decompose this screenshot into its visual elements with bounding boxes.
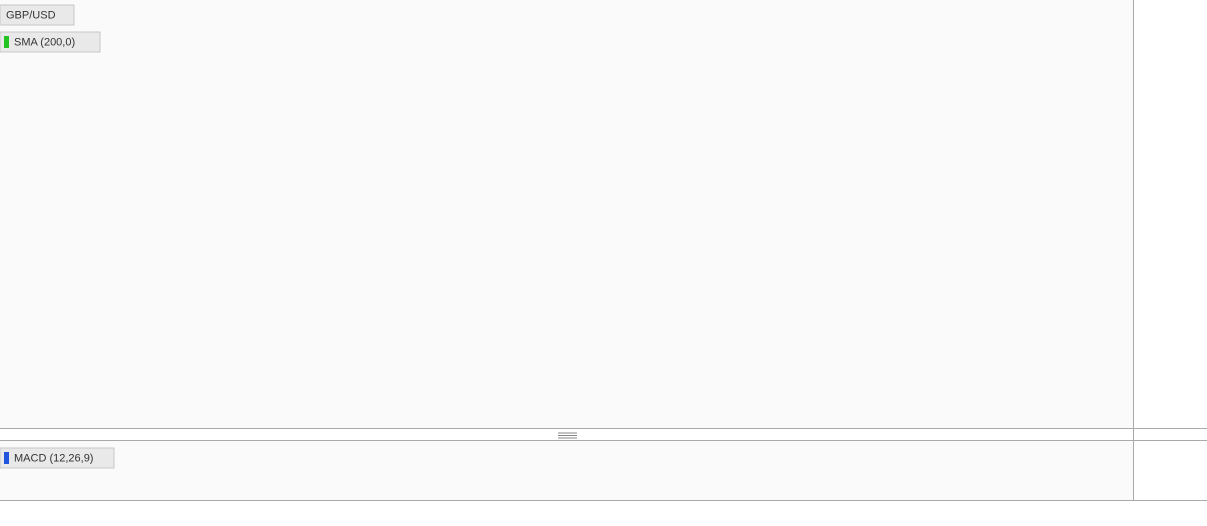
sma-legend: SMA (200,0) bbox=[14, 36, 75, 48]
macd-legend: MACD (12,26,9) bbox=[14, 452, 93, 464]
legend-symbol bbox=[0, 4, 115, 469]
price-panel bbox=[0, 0, 1133, 428]
macd-panel bbox=[0, 441, 1133, 500]
symbol-label: GBP/USD bbox=[6, 9, 56, 21]
drag-handle[interactable] bbox=[558, 432, 577, 439]
